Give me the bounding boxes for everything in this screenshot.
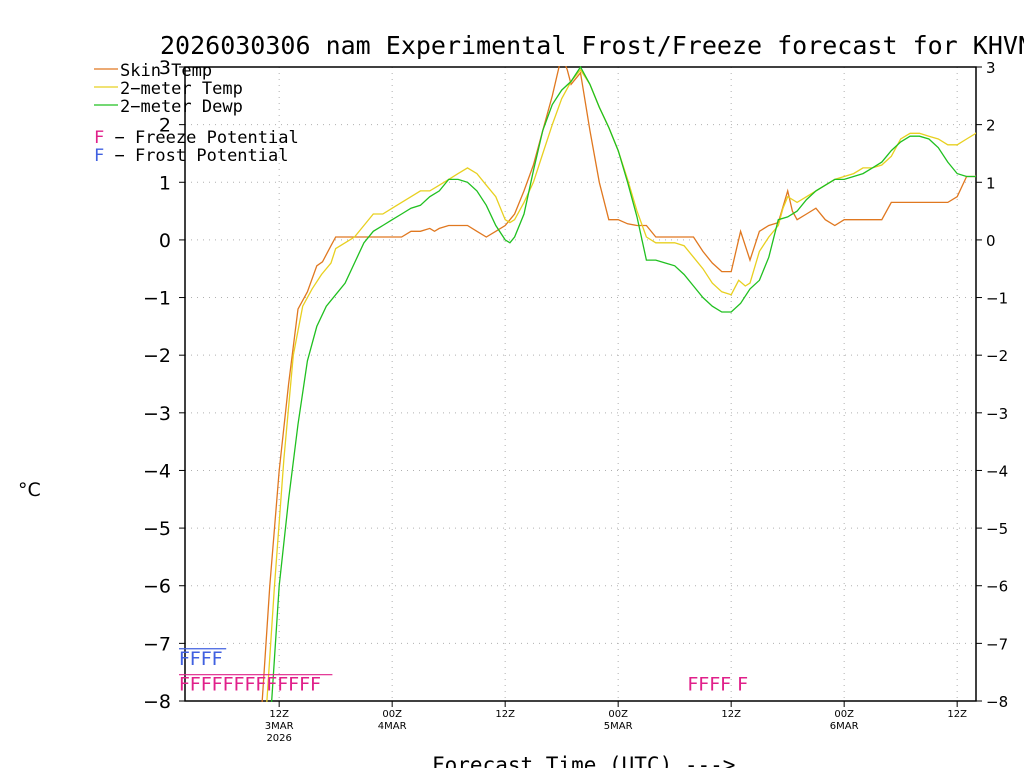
- y-tick-label-left: −8: [143, 691, 171, 713]
- legend-frost-potential: F − Frost Potential: [94, 146, 288, 166]
- y-tick-label-left: −7: [143, 633, 171, 655]
- y-tick-label-right: −8: [986, 693, 1008, 711]
- x-tick-label: 00Z: [608, 709, 628, 720]
- x-tick-label: 12Z: [269, 709, 289, 720]
- x-tick-label: 00Z: [382, 709, 402, 720]
- potential-marker: FFFF: [179, 648, 223, 670]
- y-tick-label-left: 2: [159, 115, 171, 137]
- x-tick-label: 12Z: [721, 709, 741, 720]
- x-tick-label: 3MAR: [265, 721, 294, 732]
- legend-freeze-potential: F − Freeze Potential: [94, 128, 299, 148]
- series-line-2-meter-dewp: [270, 66, 976, 702]
- series-line-skin-temp: [261, 66, 976, 702]
- y-tick-label-right: −5: [986, 520, 1008, 538]
- y-tick-label-left: 3: [159, 57, 171, 79]
- y-tick-label-right: −3: [986, 405, 1008, 423]
- y-tick-label-right: −6: [986, 578, 1008, 596]
- y-tick-label-left: 0: [159, 230, 171, 252]
- legend-2m-temp: 2−meter Temp: [120, 79, 243, 99]
- y-tick-label-left: −6: [143, 576, 171, 598]
- y-tick-label-right: 1: [986, 174, 996, 192]
- legend-skin-temp: Skin Temp: [120, 61, 212, 81]
- potential-marker: FFFFFFFFFFFFF: [179, 674, 321, 696]
- y-tick-label-right: −1: [986, 290, 1008, 308]
- y-tick-label-right: 0: [986, 232, 996, 250]
- y-tick-label-right: 2: [986, 117, 996, 135]
- y-tick-label-left: −4: [143, 460, 171, 482]
- y-tick-label-left: 1: [159, 172, 171, 194]
- y-axis-label: °C: [18, 479, 41, 501]
- chart-title: 2026030306 nam Experimental Frost/Freeze…: [160, 31, 1024, 60]
- x-axis-label: Forecast Time (UTC) --->: [432, 753, 735, 768]
- x-tick-label: 12Z: [495, 709, 515, 720]
- x-tick-label: 2026: [266, 733, 291, 744]
- y-tick-label-left: −3: [143, 403, 171, 425]
- x-tick-label: 00Z: [834, 709, 854, 720]
- legend: Skin Temp 2−meter Temp 2−meter Dewp F − …: [94, 61, 299, 166]
- series-group: [261, 66, 976, 702]
- y-tick-label-right: −2: [986, 347, 1008, 365]
- y-tick-label-left: −2: [143, 345, 171, 367]
- y-tick-label-left: −1: [143, 288, 171, 310]
- y-tick-label-right: 3: [986, 59, 996, 77]
- series-line-2-meter-temp: [266, 68, 976, 702]
- y-tick-label-right: −4: [986, 462, 1008, 480]
- x-tick-label: 6MAR: [830, 721, 859, 732]
- x-tick-label: 12Z: [947, 709, 967, 720]
- x-tick-label: 5MAR: [604, 721, 633, 732]
- y-tick-label-right: −7: [986, 635, 1008, 653]
- legend-2m-dewp: 2−meter Dewp: [120, 97, 243, 117]
- potential-marker: FFFF F: [688, 674, 749, 696]
- y-axis-ticks: 3 3 2 2 1 1 0 0 −1 −1 −2 −2 −3 −3 −4 −4 −5 −5 −6 −6 −7 −7 −8 −8: [143, 57, 1008, 713]
- x-tick-label: 4MAR: [378, 721, 407, 732]
- y-tick-label-left: −5: [143, 518, 171, 540]
